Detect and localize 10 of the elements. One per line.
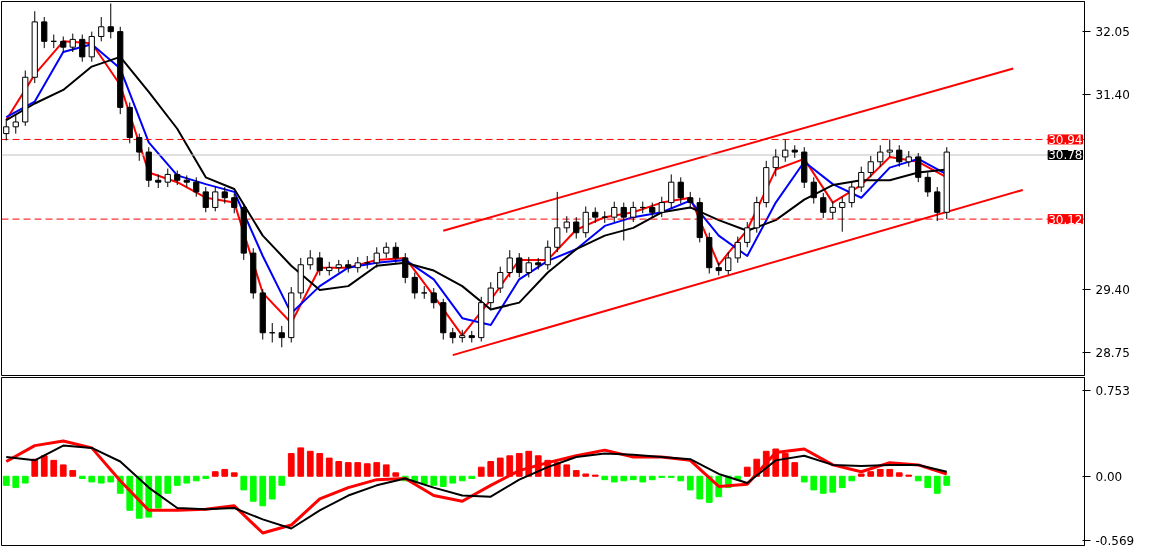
y-tick-label: 29.40 [1095,282,1130,297]
ref-line-label: 30.94 [1048,132,1083,147]
y-tick-label: 31.40 [1095,88,1130,103]
ref-line-label: 30.78 [1048,148,1083,163]
y-tick-label: 0.00 [1095,469,1123,484]
y-tick-label: 0.753 [1095,384,1130,399]
y-tick-label: 32.05 [1095,25,1130,40]
y-tick-label: -0.569 [1095,534,1135,547]
y-tick-label: 28.75 [1095,345,1130,360]
ref-line-label: 30.12 [1048,212,1083,227]
